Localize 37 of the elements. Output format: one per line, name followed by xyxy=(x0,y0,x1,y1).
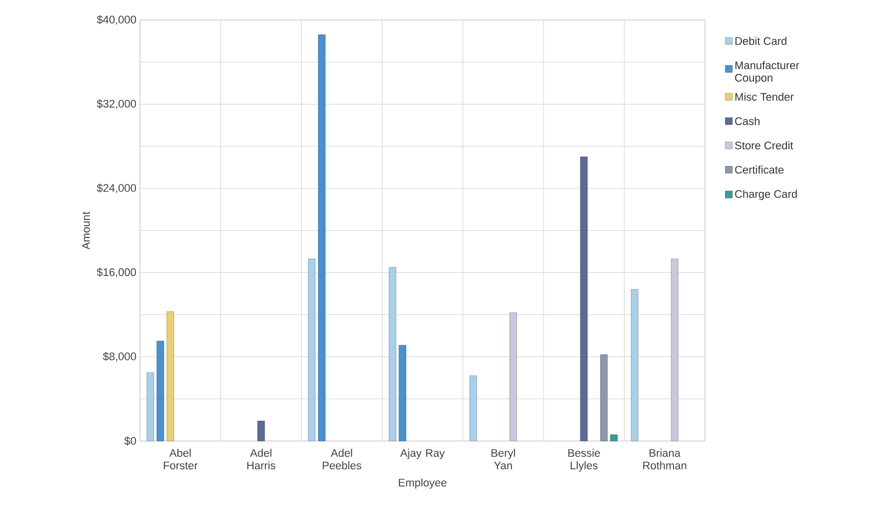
bar xyxy=(398,345,406,442)
bar xyxy=(156,340,164,442)
x-tick-label: Bessie Llyles xyxy=(568,448,600,472)
y-tick-label: $24,000 xyxy=(96,184,136,194)
legend-label: Store Credit xyxy=(735,141,794,150)
x-tick-label: Briana Rothman xyxy=(643,448,686,470)
x-tick-label: Adel Peebles xyxy=(322,448,362,470)
legend-label: Charge Card xyxy=(735,190,797,200)
bar xyxy=(510,312,517,442)
legend-label: Cash xyxy=(735,116,760,126)
bar xyxy=(388,267,396,442)
legend-label: Certificate xyxy=(735,166,784,174)
y-tick-label: $32,000 xyxy=(96,99,136,109)
y-tick-label: $8,000 xyxy=(102,352,136,362)
bar xyxy=(257,420,265,442)
y-tick-label: $40,000 xyxy=(96,15,136,25)
bar xyxy=(146,372,154,442)
bar xyxy=(670,258,678,442)
y-tick-label: $0 xyxy=(124,436,136,446)
x-tick-label: Ajay Ray xyxy=(400,448,445,460)
bar xyxy=(308,258,316,442)
x-axis-title: Employee xyxy=(398,478,446,489)
y-tick-label: $16,000 xyxy=(96,268,136,278)
bar xyxy=(166,311,174,442)
legend-label: Manufacturer Coupon xyxy=(735,61,800,84)
bar xyxy=(580,156,588,442)
y-axis-title: Amount xyxy=(82,212,90,250)
bar xyxy=(630,289,638,442)
bar xyxy=(318,34,326,442)
bar xyxy=(610,434,618,442)
x-tick-label: Abel Forster xyxy=(164,448,198,470)
bar xyxy=(600,354,608,442)
legend-label: Debit Card xyxy=(735,36,786,45)
legend-label: Misc Tender xyxy=(735,92,794,101)
x-tick-label: Adel Harris xyxy=(247,448,276,470)
bar xyxy=(470,376,477,442)
x-tick-label: Beryl Yan xyxy=(492,448,516,470)
